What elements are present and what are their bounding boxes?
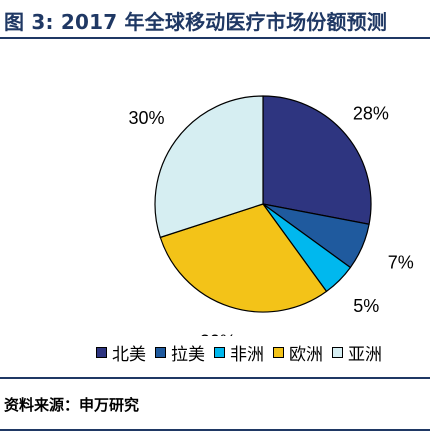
- legend-item-4: 亚洲: [332, 340, 382, 365]
- legend-label-2: 非洲: [230, 345, 264, 365]
- legend-label-1: 拉美: [171, 345, 205, 365]
- slice-label-1: 7%: [388, 252, 414, 272]
- slice-label-3: 30%: [200, 332, 236, 336]
- pie-slices: [154, 95, 372, 313]
- pie-slice-4: [154, 95, 264, 238]
- pie-slice-0: [262, 95, 372, 225]
- legend-item-1: 拉美: [155, 340, 205, 365]
- legend-item-3: 欧洲: [273, 340, 323, 365]
- pie-slice-labels: 28% 7% 5% 30% 30%: [128, 104, 413, 336]
- slice-label-0: 28%: [353, 104, 389, 124]
- slice-label-4: 30%: [128, 108, 164, 128]
- pie-slice-3: [159, 203, 328, 313]
- legend-swatch-3: [273, 347, 284, 358]
- legend-label-3: 欧洲: [289, 345, 323, 365]
- legend-label-4: 亚洲: [348, 345, 382, 365]
- figure-header: 图 3: 2017 年全球移动医疗市场份额预测: [0, 0, 430, 39]
- legend-label-0: 北美: [112, 345, 146, 365]
- legend-swatch-1: [155, 347, 166, 358]
- pie-chart: 28% 7% 5% 30% 30%: [128, 95, 414, 336]
- slice-label-2: 5%: [353, 296, 379, 316]
- source-divider-top: [0, 377, 430, 379]
- source-note: 资料来源：申万研究: [4, 396, 140, 414]
- legend-swatch-0: [96, 347, 107, 358]
- legend-swatch-4: [332, 347, 343, 358]
- chart-legend: 北美 拉美 非洲 欧洲 亚洲: [96, 340, 391, 365]
- legend-item-2: 非洲: [214, 340, 264, 365]
- source-divider-bottom: [0, 429, 430, 431]
- title-divider: [0, 37, 430, 39]
- legend-item-0: 北美: [96, 340, 146, 365]
- legend-swatch-2: [214, 347, 225, 358]
- figure-title: 图 3: 2017 年全球移动医疗市场份额预测: [4, 10, 388, 34]
